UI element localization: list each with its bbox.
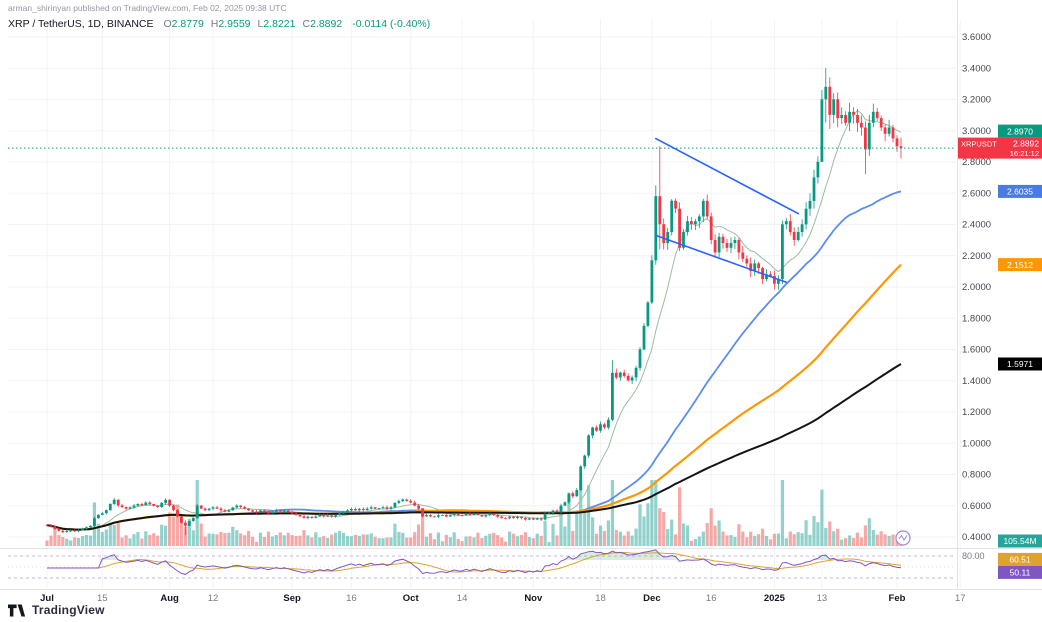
ma-badge-10: 2.8970 xyxy=(998,124,1042,138)
symbol-price-label: XRPUSDT xyxy=(961,140,997,149)
svg-text:0.4000: 0.4000 xyxy=(962,532,991,543)
svg-text:2.2000: 2.2000 xyxy=(962,251,991,262)
ma-badge-150: 1.5971 xyxy=(998,357,1042,371)
svg-text:Sep: Sep xyxy=(283,593,301,604)
svg-text:3.2000: 3.2000 xyxy=(962,95,991,106)
price-badges: 2.8970 2.6035 2.1512 1.5971 XRPUSDT 2.889216:… xyxy=(958,124,1042,579)
candles-layer xyxy=(45,68,903,536)
bar-countdown: 16:21:12 xyxy=(1010,149,1039,158)
ohlc-o: O2.8779 xyxy=(163,18,204,30)
ma-badge-90: 2.1512 xyxy=(998,258,1042,272)
svg-text:60.51: 60.51 xyxy=(1009,555,1031,565)
ma-line-10 xyxy=(46,110,902,531)
svg-text:16: 16 xyxy=(346,593,357,604)
ma-badge-50: 2.6035 xyxy=(998,184,1042,198)
ohlc-c: C2.8892 xyxy=(302,18,343,30)
svg-text:2.6000: 2.6000 xyxy=(962,188,991,199)
svg-text:17: 17 xyxy=(955,593,966,604)
symbol-legend: XRP / TetherUS, 1D, BINANCE O2.8779 H2.95… xyxy=(8,18,430,30)
svg-text:13: 13 xyxy=(817,593,828,604)
rsi-badge: 50.11 xyxy=(998,565,1042,579)
svg-text:2.8970: 2.8970 xyxy=(1007,126,1033,136)
grid-layer xyxy=(8,20,961,588)
attribution-text: arman_shirinyan published on TradingView… xyxy=(8,3,287,13)
svg-text:50.11: 50.11 xyxy=(1010,568,1031,578)
rsi-ma-badge: 60.51 xyxy=(998,552,1042,566)
svg-text:Aug: Aug xyxy=(160,593,179,604)
svg-text:18: 18 xyxy=(595,593,606,604)
svg-text:3.6000: 3.6000 xyxy=(962,32,991,43)
svg-text:1.4000: 1.4000 xyxy=(962,376,991,387)
svg-text:16: 16 xyxy=(706,593,717,604)
price-change: -0.0114 (-0.40%) xyxy=(352,18,431,30)
svg-text:1.5971: 1.5971 xyxy=(1007,359,1033,369)
svg-text:14: 14 xyxy=(457,593,468,604)
svg-text:2025: 2025 xyxy=(764,593,786,604)
tradingview-logo-text: TradingView xyxy=(32,603,105,617)
tradingview-logo-icon xyxy=(8,604,26,616)
svg-text:Feb: Feb xyxy=(889,593,906,604)
svg-text:0.6000: 0.6000 xyxy=(962,501,991,512)
svg-text:1.6000: 1.6000 xyxy=(962,345,991,356)
symbol-title[interactable]: XRP / TetherUS, 1D, BINANCE xyxy=(8,18,154,30)
tradingview-logo[interactable]: TradingView xyxy=(8,603,105,617)
svg-text:2.8000: 2.8000 xyxy=(962,157,991,168)
svg-text:105.54M: 105.54M xyxy=(1003,536,1036,546)
svg-text:1.2000: 1.2000 xyxy=(962,407,991,418)
ohlc-values: O2.8779 H2.9559 L2.8221 C2.8892 xyxy=(164,18,343,30)
rsi-band-top-label: 80.00 xyxy=(962,551,985,561)
rsi-pane xyxy=(8,549,956,579)
ma-line-90 xyxy=(46,263,902,531)
svg-text:2.0000: 2.0000 xyxy=(962,282,991,293)
svg-text:Oct: Oct xyxy=(403,593,420,604)
svg-text:1.0000: 1.0000 xyxy=(962,438,991,449)
time-axis[interactable]: Jul 15 Aug 12 Sep 16 Oct 14 Nov 18 Dec 16 2025 13 Feb 1… xyxy=(40,593,965,604)
svg-text:2.8892: 2.8892 xyxy=(1013,139,1039,149)
volume-bars xyxy=(45,480,903,546)
svg-text:2.4000: 2.4000 xyxy=(962,220,991,231)
pane-dividers xyxy=(0,0,1042,590)
indicator-bubble-icon[interactable] xyxy=(895,530,911,546)
svg-text:0.8000: 0.8000 xyxy=(962,470,991,481)
svg-text:15: 15 xyxy=(97,593,108,604)
svg-text:Jul: Jul xyxy=(40,593,54,604)
rsi-line xyxy=(47,549,902,575)
svg-text:3.0000: 3.0000 xyxy=(962,126,991,137)
rsi-overbought-fill xyxy=(47,549,901,560)
svg-text:Dec: Dec xyxy=(643,593,660,604)
svg-text:12: 12 xyxy=(208,593,219,604)
price-axis[interactable]: 3.6000 3.4000 3.2000 3.0000 2.8000 2.6000 2.40… xyxy=(962,32,991,561)
trendline-drawing[interactable] xyxy=(654,137,800,284)
svg-text:Nov: Nov xyxy=(524,593,543,604)
svg-text:2.1512: 2.1512 xyxy=(1007,260,1033,270)
svg-text:1.8000: 1.8000 xyxy=(962,313,991,324)
rsi-ma-line xyxy=(47,551,902,573)
svg-text:2.6035: 2.6035 xyxy=(1007,187,1033,197)
ma-lines xyxy=(46,110,902,531)
ohlc-h: H2.9559 xyxy=(210,18,251,30)
volume-badge: 105.54M xyxy=(998,534,1042,548)
svg-text:3.4000: 3.4000 xyxy=(962,63,991,74)
ohlc-l: L2.8221 xyxy=(257,18,296,30)
ma-line-50 xyxy=(46,190,902,531)
